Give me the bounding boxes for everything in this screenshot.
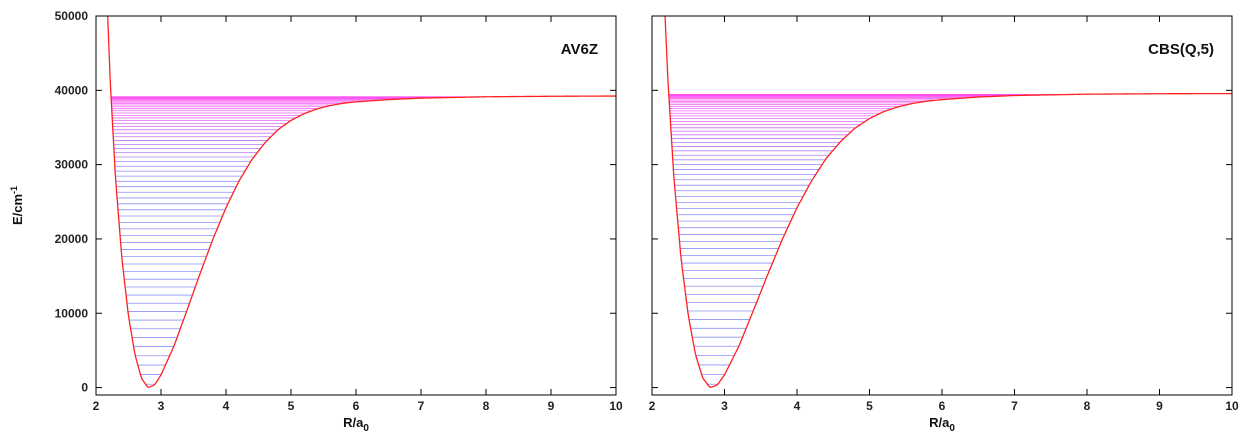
panel-label: AV6Z xyxy=(561,41,598,58)
plot-frame xyxy=(651,15,1233,396)
x-tick-label: 10 xyxy=(1225,399,1239,413)
y-tick-label: 30000 xyxy=(55,158,89,172)
y-tick-label: 50000 xyxy=(55,9,89,23)
y-tick-label: 10000 xyxy=(55,306,89,320)
vibrational-levels xyxy=(668,94,1067,385)
potential-curve xyxy=(664,16,1232,389)
x-tick-label: 8 xyxy=(1084,399,1091,413)
x-tick-label: 4 xyxy=(794,399,801,413)
x-tick-label: 9 xyxy=(548,399,555,413)
x-tick-label: 6 xyxy=(939,399,946,413)
panel-1: 2 3 4 5 6 7 8 9 10 0 10000 20000 30000 40000 50000 AV6Z… xyxy=(9,9,623,432)
y-tick-label: 20000 xyxy=(55,232,89,246)
y-axis-label: E/cm-1 xyxy=(9,186,25,225)
panel-2: 2 3 4 5 6 7 8 9 10 CBS(Q,5) R/a0 xyxy=(649,15,1239,432)
x-tick-label: 3 xyxy=(158,399,165,413)
x-tick-label: 8 xyxy=(483,399,490,413)
x-tick-label: 2 xyxy=(649,399,656,413)
x-tick-label: 5 xyxy=(288,399,295,413)
x-tick-label: 4 xyxy=(223,399,230,413)
x-tick-label: 2 xyxy=(93,399,100,413)
x-tick-label: 7 xyxy=(418,399,425,413)
x-tick-label: 10 xyxy=(609,399,623,413)
x-tick-label: 9 xyxy=(1156,399,1163,413)
plot-frame xyxy=(95,15,617,396)
y-tick-label: 0 xyxy=(81,381,88,395)
x-tick-label: 6 xyxy=(353,399,360,413)
x-tick-label: 7 xyxy=(1011,399,1018,413)
vibrational-levels xyxy=(111,96,486,385)
x-tick-label: 3 xyxy=(721,399,728,413)
potential-curve xyxy=(107,16,616,389)
x-tick-label: 5 xyxy=(866,399,873,413)
x-axis-label: R/a0 xyxy=(343,415,369,432)
x-axis-label: R/a0 xyxy=(929,415,955,432)
panel-label: CBS(Q,5) xyxy=(1148,41,1214,58)
y-tick-label: 40000 xyxy=(55,83,89,97)
